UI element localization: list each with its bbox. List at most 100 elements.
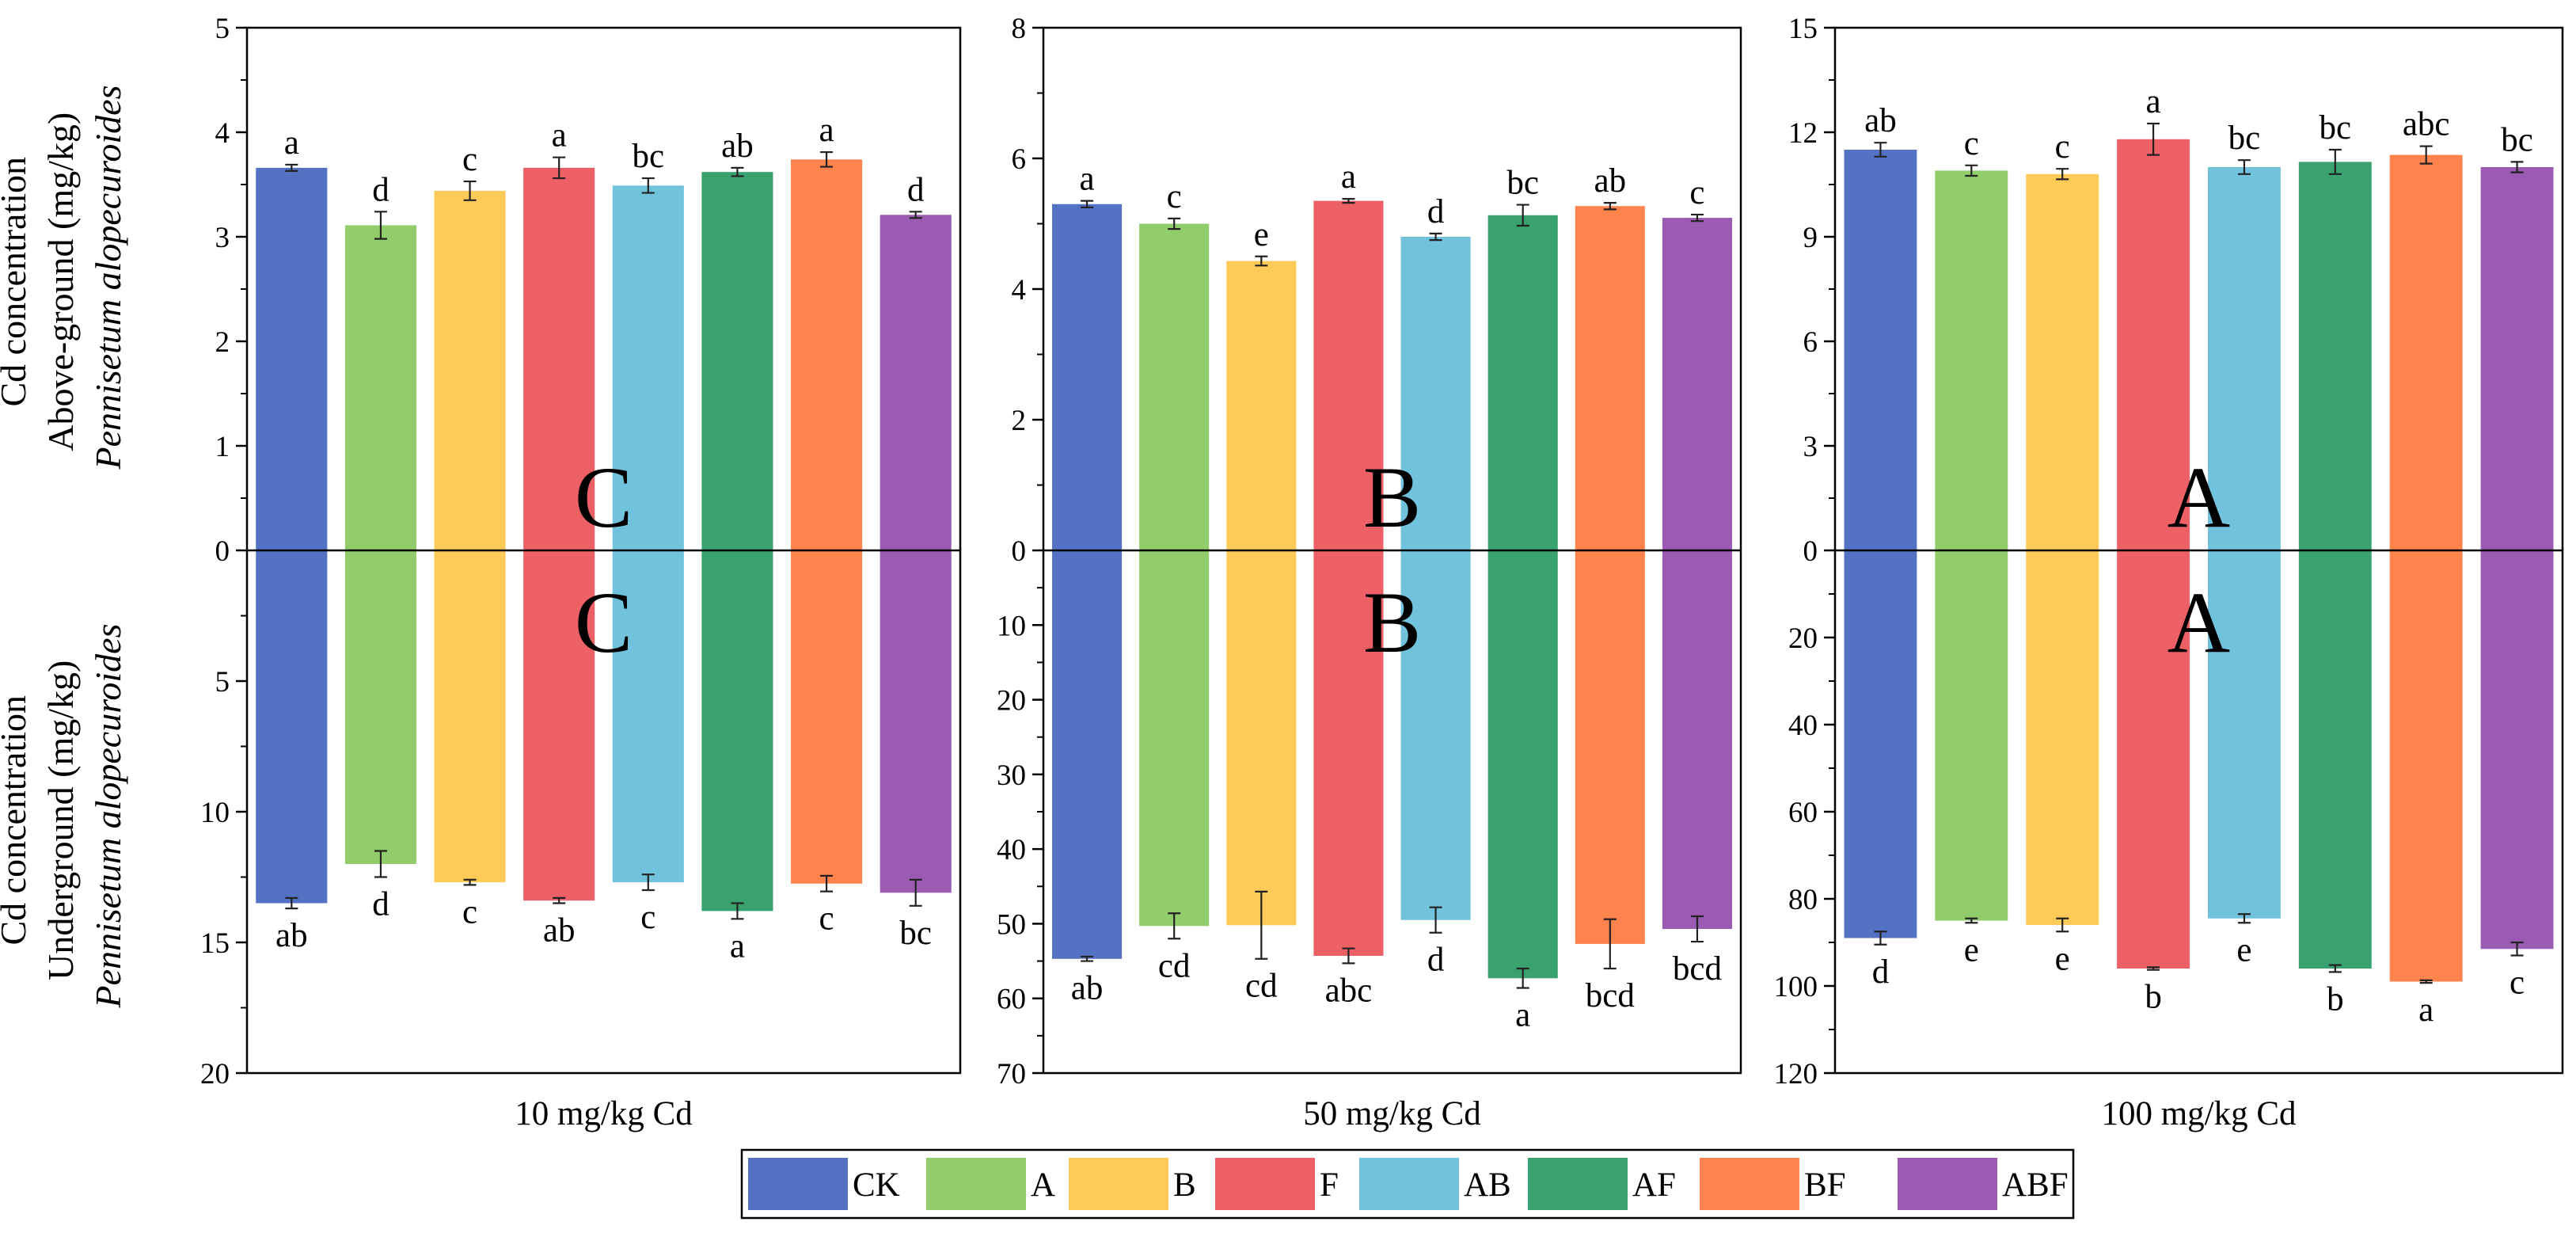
tick-label-upper: 6: [1012, 143, 1027, 176]
bar-lower-ck: [1844, 550, 1917, 938]
bar-lower-ab: [2207, 550, 2281, 919]
sig-label-upper: c: [1689, 174, 1704, 211]
x-axis-label: 10 mg/kg Cd: [515, 1095, 693, 1132]
error-bar-lower: [2328, 964, 2342, 973]
tick-label-upper: 0: [1012, 535, 1027, 568]
error-bar-upper: [2237, 159, 2251, 175]
tick-label-lower: 60: [997, 984, 1026, 1016]
tick-label-lower: 100: [1774, 971, 1818, 1003]
tick-label-upper: 0: [1803, 535, 1818, 568]
bar-lower-a: [344, 550, 416, 864]
bar-upper-f: [2117, 139, 2190, 551]
sig-label-lower: a: [730, 927, 745, 965]
error-bar-lower: [909, 878, 922, 907]
y-axis-label-lower: Cd concentration Underground (mg/kg) Pen…: [0, 623, 128, 1008]
legend-swatch: [1898, 1158, 1997, 1210]
bar-upper-ab: [1400, 237, 1471, 550]
bar-upper-a: [1139, 223, 1210, 550]
error-bar-upper: [731, 166, 744, 177]
bar-lower-abf: [880, 550, 952, 893]
legend-label: ABF: [2002, 1167, 2069, 1204]
bar-upper-abf: [2480, 167, 2554, 550]
tick-label-lower: 20: [200, 1058, 230, 1090]
error-bar-lower: [731, 902, 744, 920]
tick-label-lower: 120: [1774, 1058, 1818, 1090]
bar-upper-a: [1935, 170, 2008, 550]
tick-label-lower: 70: [997, 1058, 1026, 1090]
legend-item-f: F: [1215, 1158, 1339, 1210]
bar-upper-bf: [791, 159, 863, 550]
sig-label-lower: d: [1427, 942, 1445, 979]
sig-label-lower: c: [2510, 965, 2525, 1002]
error-bar-upper: [2328, 148, 2342, 175]
bar-lower-af: [1487, 550, 1558, 979]
error-bar-upper: [1603, 202, 1617, 211]
legend-item-abf: ABF: [1898, 1158, 2069, 1210]
sig-label-lower: bc: [899, 915, 932, 952]
sig-label-lower: a: [1515, 997, 1530, 1034]
error-bar-upper: [1965, 164, 1978, 177]
tick-label-lower: 50: [997, 908, 1026, 941]
tick-label-lower: 10: [200, 797, 230, 829]
sig-label-lower: d: [372, 886, 389, 923]
error-bar-lower: [1255, 890, 1268, 960]
error-bar-upper: [1690, 213, 1704, 223]
sig-label-upper: c: [1167, 178, 1182, 215]
tick-label-lower: 15: [200, 927, 230, 960]
sig-label-upper: bc: [633, 138, 665, 175]
tick-label-upper: 3: [1803, 431, 1818, 463]
bar-upper-b: [2026, 173, 2099, 551]
error-bar-lower: [1168, 912, 1181, 940]
tick-label-upper: 15: [1788, 13, 1818, 45]
bar-lower-a: [1139, 550, 1210, 927]
legend-swatch: [1700, 1158, 1799, 1210]
bar-lower-ab: [612, 550, 684, 883]
tick-label-lower: 10: [997, 610, 1026, 642]
bar-upper-b: [1226, 261, 1297, 550]
legend-item-b: B: [1069, 1158, 1196, 1210]
bar-upper-abf: [880, 215, 952, 550]
bar-upper-b: [434, 190, 506, 551]
bar-upper-af: [2298, 162, 2372, 550]
x-axis-label: 100 mg/kg Cd: [2101, 1095, 2296, 1132]
error-bar-lower: [2056, 917, 2069, 933]
group-letter-lower: B: [1363, 574, 1421, 671]
error-bar-lower: [1965, 917, 1978, 924]
legend-swatch: [926, 1158, 1026, 1210]
bar-lower-bf: [2389, 550, 2463, 982]
group-letter-lower: C: [575, 574, 633, 671]
sig-label-upper: ab: [1594, 162, 1627, 200]
tick-label-upper: 0: [215, 535, 230, 568]
sig-label-lower: cd: [1158, 947, 1191, 984]
sig-label-lower: e: [1964, 931, 1979, 969]
legend-label: AF: [1632, 1167, 1676, 1204]
sig-label-upper: bc: [2501, 121, 2533, 158]
sig-label-upper: a: [552, 117, 567, 154]
legend-swatch: [1359, 1158, 1459, 1210]
sig-label-upper: c: [462, 141, 477, 178]
sig-label-lower: cd: [1245, 968, 1278, 1005]
sig-label-lower: ab: [1071, 970, 1104, 1007]
bar-lower-ab: [1400, 550, 1471, 920]
error-bar-lower: [820, 874, 834, 893]
sig-label-lower: bcd: [1673, 950, 1722, 988]
error-bar-lower: [2147, 966, 2160, 971]
tick-label-upper: 8: [1012, 13, 1027, 45]
error-bar-upper: [285, 163, 298, 172]
bar-upper-ck: [1844, 150, 1917, 550]
error-bar-lower: [641, 874, 655, 892]
sig-label-upper: d: [907, 171, 925, 208]
error-bar-upper: [374, 211, 387, 240]
tick-label-upper: 12: [1788, 117, 1818, 150]
bar-upper-f: [523, 167, 595, 550]
bar-lower-f: [523, 550, 595, 901]
sig-label-lower: c: [819, 900, 834, 938]
error-bar-lower: [1081, 955, 1094, 962]
group-letter-upper: C: [575, 449, 633, 546]
group-letter-lower: A: [2168, 574, 2230, 671]
group-letter-upper: A: [2168, 449, 2230, 546]
legend-label: B: [1173, 1167, 1196, 1204]
legend-swatch: [1215, 1158, 1315, 1210]
sig-label-upper: a: [284, 124, 299, 162]
sig-label-upper: d: [372, 171, 389, 208]
